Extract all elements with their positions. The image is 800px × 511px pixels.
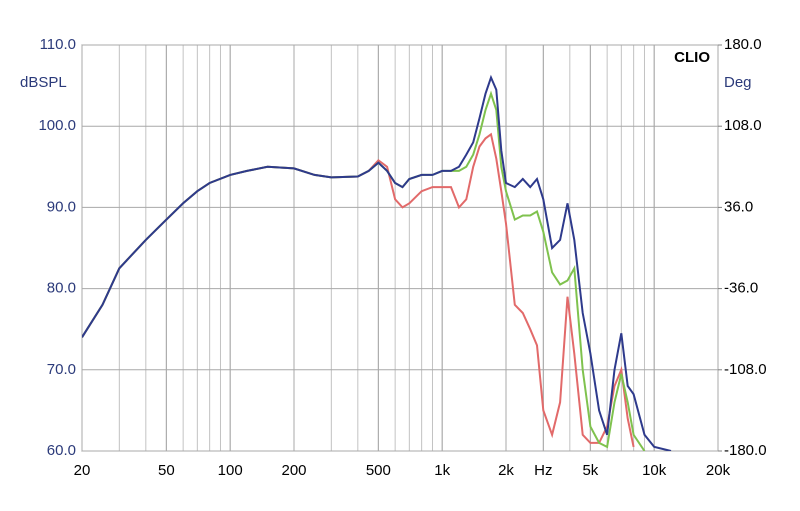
plot-area [81, 44, 719, 452]
y-tick-label: 70.0 [47, 361, 76, 378]
x-tick-label: 5k [582, 462, 598, 479]
y2-tick-label: -180.0 [724, 442, 767, 459]
y-axis-label: dBSPL [20, 74, 67, 91]
x-tick-label: 1k [434, 462, 450, 479]
x-tick-label: 200 [281, 462, 306, 479]
y2-axis-label: Deg [724, 74, 752, 91]
y-tick-label: 60.0 [47, 442, 76, 459]
y-tick-label: 90.0 [47, 198, 76, 215]
y2-tick-label: 108.0 [724, 117, 762, 134]
badge: CLIO [674, 49, 710, 66]
x-tick-label: 100 [218, 462, 243, 479]
y2-tick-label: -108.0 [724, 361, 767, 378]
y-tick-label: 110.0 [40, 36, 76, 53]
y2-tick-label: -36.0 [724, 280, 758, 297]
x-tick-label: 10k [642, 462, 667, 479]
series-line [82, 74, 672, 451]
y2-tick-label: 180.0 [724, 36, 762, 53]
y-tick-label: 80.0 [47, 280, 76, 297]
x-tick-label: 20k [706, 462, 731, 479]
x-tick-label: 50 [158, 462, 175, 479]
x-tick-label: 20 [74, 462, 91, 479]
x-tick-label: 500 [366, 462, 391, 479]
y2-tick-label: 36.0 [724, 198, 753, 215]
x-tick-label: 2k [498, 462, 514, 479]
y-tick-label: 100.0 [38, 117, 76, 134]
x-tick-label: Hz [534, 462, 552, 479]
